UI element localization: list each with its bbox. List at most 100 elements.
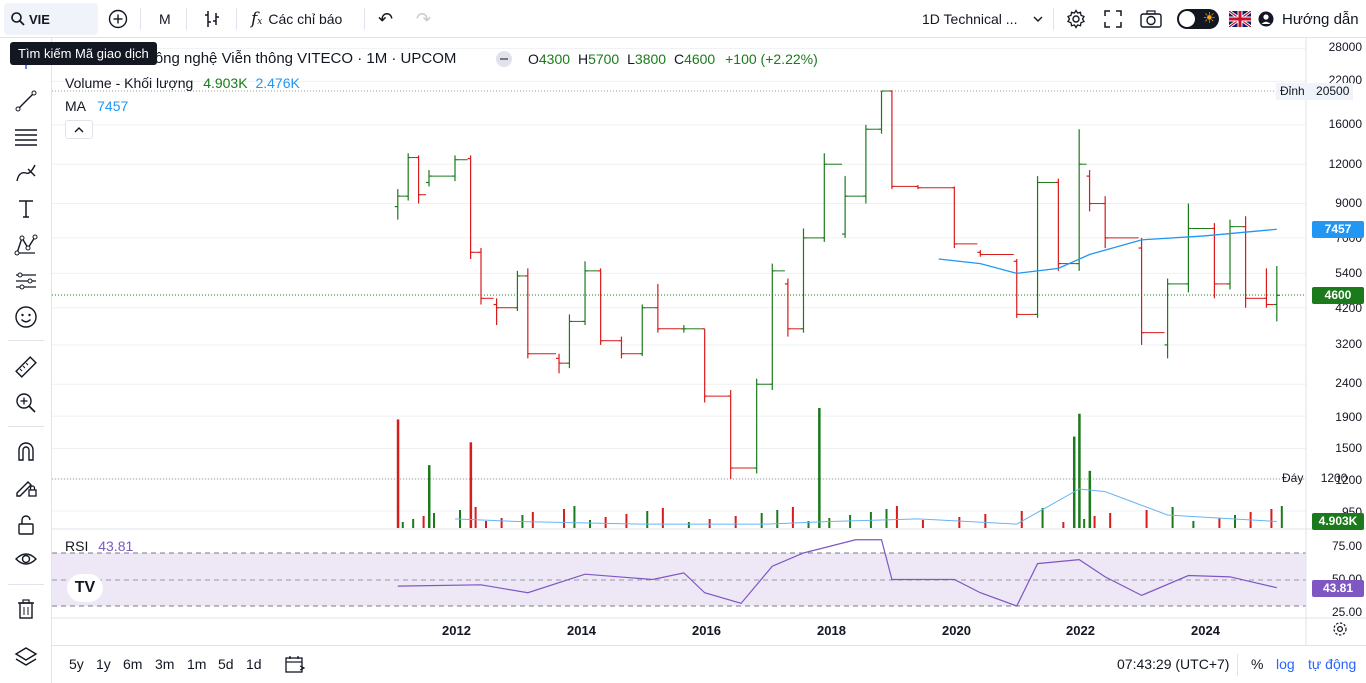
volume-bar — [625, 514, 628, 528]
range-6m[interactable]: 6m — [123, 656, 143, 672]
volume-bar — [849, 515, 852, 528]
price-tick: 5400 — [1335, 266, 1362, 280]
camera-icon — [1140, 10, 1162, 28]
range-1d[interactable]: 1d — [246, 656, 262, 672]
object-tree-tool[interactable] — [11, 642, 41, 672]
x-tick: 2012 — [442, 623, 471, 638]
zoom-in-tool[interactable] — [11, 388, 41, 418]
legend-main: Công nghệ Viễn thông VITECO · 1M · UPCOM — [144, 50, 456, 67]
symbol-text: VIE — [29, 11, 50, 27]
rsi-value: 43.81 — [98, 538, 134, 554]
range-1y[interactable]: 1y — [96, 656, 111, 672]
help-label: Hướng dẫn — [1282, 10, 1359, 28]
axis-settings-button[interactable] — [1332, 621, 1350, 639]
fullscreen-button[interactable] — [1104, 0, 1122, 38]
pencil-lock-icon — [16, 481, 37, 497]
chart-type-button[interactable] — [203, 0, 223, 38]
volume-bar — [734, 516, 737, 528]
bottom-value: 1200 — [1320, 471, 1348, 485]
volume-bar — [401, 522, 404, 528]
price-chart[interactable] — [52, 38, 1366, 645]
price-tick: 4200 — [1335, 301, 1362, 315]
forecast-icon — [16, 272, 36, 290]
symbol-search[interactable]: VIE — [4, 3, 98, 35]
percent-toggle[interactable]: % — [1251, 656, 1264, 672]
volume-bar — [396, 419, 400, 528]
screenshot-button[interactable] — [1140, 0, 1162, 38]
theme-toggle[interactable]: ☀ — [1177, 0, 1219, 38]
plus-circle-icon — [108, 9, 128, 29]
volume-bar — [1218, 518, 1221, 528]
fullscreen-icon — [1104, 10, 1122, 28]
pattern-icon — [14, 234, 38, 256]
zoom-in-icon — [16, 393, 36, 413]
lock-tool[interactable] — [11, 510, 41, 540]
undo-icon: ↶ — [378, 8, 394, 29]
range-5y[interactable]: 5y — [69, 656, 84, 672]
search-icon — [11, 12, 25, 26]
go-to-date-button[interactable] — [284, 654, 306, 679]
trend-line-tool[interactable] — [11, 86, 41, 116]
range-3m[interactable]: 3m — [155, 656, 175, 672]
layout-select[interactable]: 1D Technical ... — [922, 0, 1045, 38]
tradingview-logo[interactable]: TV — [67, 574, 103, 602]
volume-bar — [776, 510, 779, 528]
chart-area[interactable]: Công nghệ Viễn thông VITECO · 1M · UPCOM… — [52, 38, 1366, 645]
volume-legend: Volume - Khối lượng 4.903K 2.476K — [65, 75, 300, 91]
language-button[interactable] — [1229, 0, 1251, 38]
timezone-button[interactable]: 07:43:29 (UTC+7) — [1117, 656, 1230, 672]
volume-bar — [1192, 521, 1195, 528]
redo-button[interactable]: ↷ — [416, 0, 431, 38]
bottom-label: Đáy — [1282, 471, 1304, 485]
compare-button[interactable] — [108, 0, 130, 38]
price-tick: 1500 — [1335, 441, 1362, 455]
collapse-legend-button[interactable] — [65, 120, 93, 139]
auto-scale-toggle[interactable]: tự động — [1308, 656, 1357, 672]
lock-open-icon — [18, 515, 34, 535]
volume-bar — [1280, 506, 1283, 528]
ma-price-tag: 7457 — [1312, 221, 1364, 238]
emoji-tool[interactable] — [11, 302, 41, 332]
log-toggle[interactable]: log — [1276, 656, 1295, 672]
volume-bar — [984, 514, 987, 528]
undo-button[interactable]: ↶ — [378, 0, 393, 38]
peak-marker: Đỉnh 20500 — [1276, 83, 1354, 100]
help-button[interactable]: Hướng dẫn — [1258, 0, 1359, 38]
drawing-lock-tool[interactable] — [11, 472, 41, 502]
volume-bar — [412, 519, 415, 528]
ruler-tool[interactable] — [11, 352, 41, 382]
volume-bar — [422, 516, 425, 528]
price-tick: 1900 — [1335, 410, 1362, 424]
layout-name: 1D Technical ... — [922, 11, 1018, 27]
low-value: 3800 — [634, 51, 667, 67]
interval-button[interactable]: M — [159, 11, 171, 27]
x-tick: 2022 — [1066, 623, 1095, 638]
settings-button[interactable] — [1066, 0, 1086, 38]
range-1m[interactable]: 1m — [187, 656, 207, 672]
volume-bar — [1083, 519, 1086, 528]
gear-icon — [1067, 9, 1085, 29]
delete-tool[interactable] — [11, 594, 41, 624]
rsi-tick: 75.00 — [1331, 539, 1362, 553]
prediction-tool[interactable] — [11, 266, 41, 296]
magnet-icon — [18, 442, 34, 461]
volume-bar — [1109, 513, 1112, 528]
ruler-icon — [15, 356, 37, 378]
legend-menu-button[interactable] — [496, 51, 512, 67]
trend-line-icon — [15, 90, 37, 112]
symbol-title: Công nghệ Viễn thông VITECO · 1M · UPCOM — [144, 50, 457, 67]
price-tick: 9000 — [1335, 196, 1362, 210]
range-5d[interactable]: 5d — [218, 656, 234, 672]
pattern-tool[interactable] — [11, 230, 41, 260]
magnet-tool[interactable] — [11, 436, 41, 466]
brush-tool[interactable] — [11, 158, 41, 188]
volume-ma-value: 2.476K — [255, 75, 300, 91]
text-tool[interactable] — [11, 194, 41, 224]
hide-tool[interactable] — [11, 544, 41, 574]
peak-label: Đỉnh — [1280, 84, 1305, 98]
x-tick: 2024 — [1191, 623, 1220, 638]
indicators-button[interactable]: fx Các chỉ báo — [251, 0, 342, 38]
volume-bar — [1270, 509, 1273, 528]
volume-bar — [687, 522, 690, 528]
horizontal-lines-tool[interactable] — [11, 122, 41, 152]
